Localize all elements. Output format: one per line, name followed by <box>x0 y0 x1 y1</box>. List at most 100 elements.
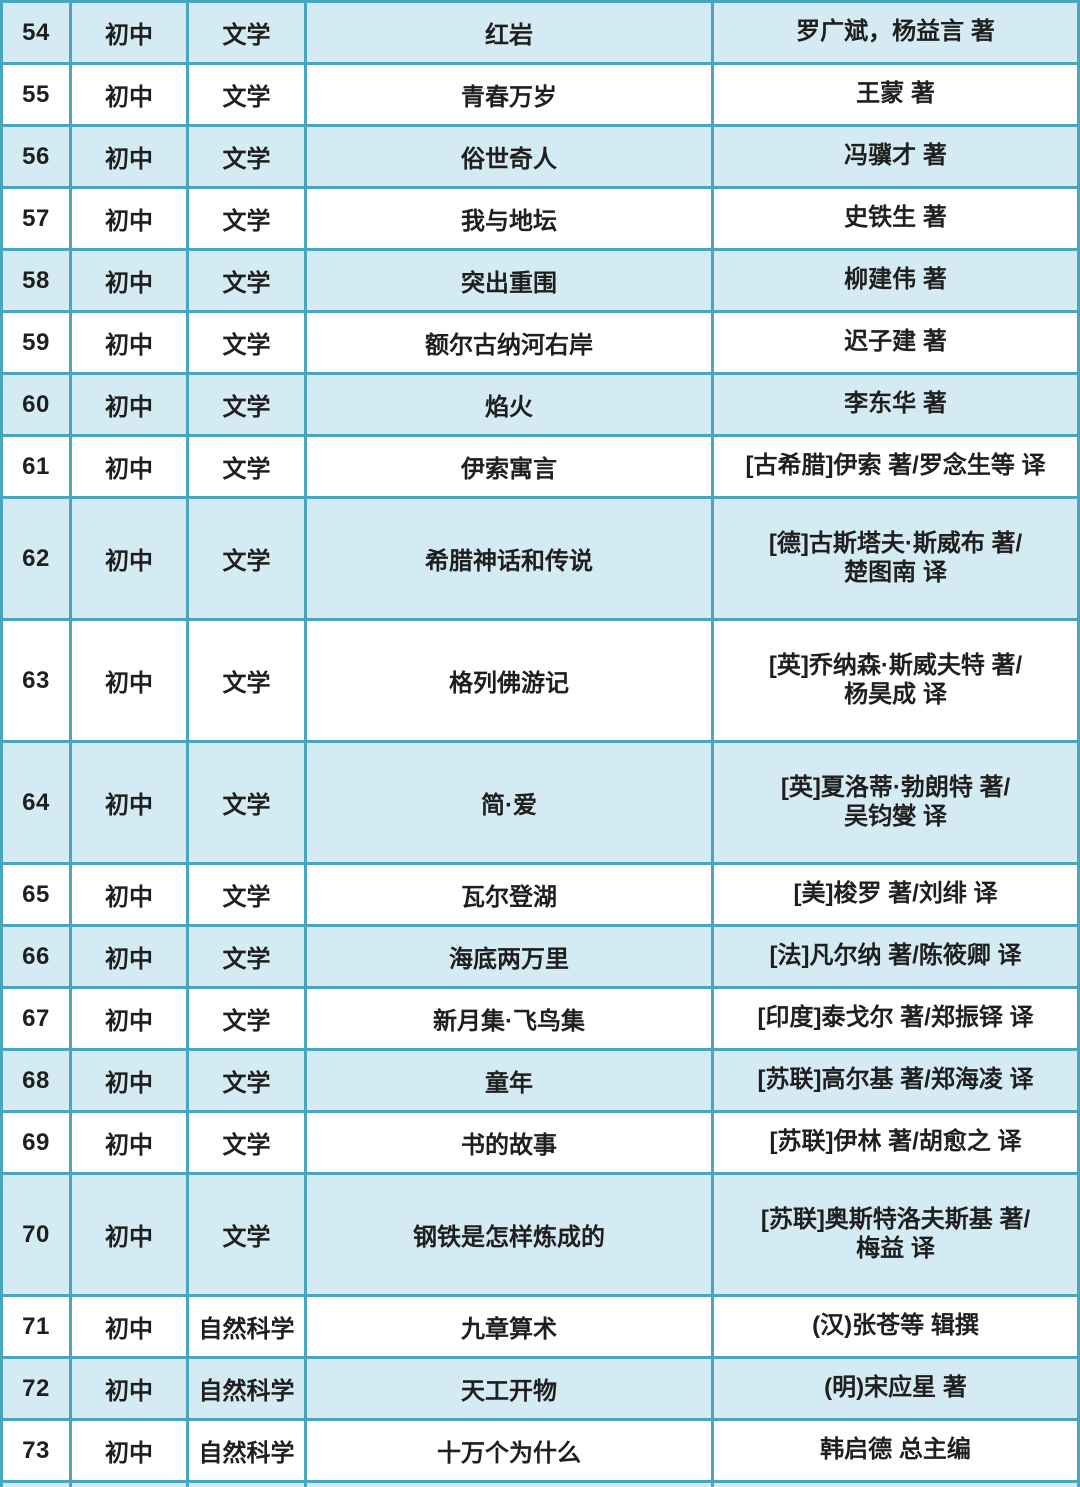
stage-cell: 初中 <box>69 1418 189 1483</box>
row-number-cell: 69 <box>0 1110 72 1175</box>
table-row: 62 初中 文学 希腊神话和传说 [德]古斯塔夫·斯威布 著/楚图南 译 <box>0 496 1080 621</box>
category-cell: 文学 <box>186 862 307 927</box>
table-row: 68 初中 文学 童年 [苏联]高尔基 著/郑海凌 译 <box>0 1048 1080 1113</box>
book-title-cell: 额尔古纳河右岸 <box>304 310 714 375</box>
row-number-cell: 59 <box>0 310 72 375</box>
category-cell: 自然科学 <box>186 1356 307 1421</box>
table-row: 72 初中 自然科学 天工开物 (明)宋应星 著 <box>0 1356 1080 1421</box>
author-line: [英]乔纳森·斯威夫特 著/ <box>768 651 1023 679</box>
table-row: 65 初中 文学 瓦尔登湖 [美]梭罗 著/刘绯 译 <box>0 862 1080 927</box>
table-row: 57 初中 文学 我与地坛 史铁生 著 <box>0 186 1080 251</box>
stage-cell: 初中 <box>69 124 189 189</box>
author-lines: [苏联]奥斯特洛夫斯基 著/梅益 译 <box>716 1205 1076 1264</box>
author-cell: [印度]泰戈尔 著/郑振铎 译 <box>711 986 1080 1051</box>
author-lines: [美]梭罗 著/刘绯 译 <box>716 867 1076 923</box>
table-row: 61 初中 文学 伊索寓言 [古希腊]伊索 著/罗念生等 译 <box>0 434 1080 499</box>
author-cell: [英]乔纳森·斯威夫特 著/杨昊成 译 <box>711 618 1080 743</box>
row-number-cell: 56 <box>0 124 72 189</box>
author-lines: 柳建伟 著 <box>716 253 1076 309</box>
row-number-cell: 60 <box>0 372 72 437</box>
author-cell: (汉)张苍等 辑撰 <box>711 1294 1080 1359</box>
table-row: 63 初中 文学 格列佛游记 [英]乔纳森·斯威夫特 著/杨昊成 译 <box>0 618 1080 743</box>
author-cell: [苏联]奥斯特洛夫斯基 著/梅益 译 <box>711 1172 1080 1297</box>
author-line: [苏联]高尔基 著/郑海凌 译 <box>757 1066 1034 1094</box>
partial-cell <box>186 1480 307 1487</box>
author-line: [印度]泰戈尔 著/郑振铎 译 <box>757 1004 1034 1032</box>
book-title-cell: 钢铁是怎样炼成的 <box>304 1172 714 1297</box>
stage-cell: 初中 <box>69 434 189 499</box>
author-lines: [印度]泰戈尔 著/郑振铎 译 <box>716 991 1076 1047</box>
table-row: 59 初中 文学 额尔古纳河右岸 迟子建 著 <box>0 310 1080 375</box>
table-row: 69 初中 文学 书的故事 [苏联]伊林 著/胡愈之 译 <box>0 1110 1080 1175</box>
book-title-cell: 突出重围 <box>304 248 714 313</box>
book-title-cell: 童年 <box>304 1048 714 1113</box>
stage-cell: 初中 <box>69 248 189 313</box>
author-lines: (汉)张苍等 辑撰 <box>716 1299 1076 1355</box>
category-cell: 自然科学 <box>186 1418 307 1483</box>
author-line: 罗广斌，杨益言 著 <box>796 18 995 46</box>
category-cell: 文学 <box>186 124 307 189</box>
author-lines: [法]凡尔纳 著/陈筱卿 译 <box>716 929 1076 985</box>
author-cell: [德]古斯塔夫·斯威布 著/楚图南 译 <box>711 496 1080 621</box>
stage-cell: 初中 <box>69 618 189 743</box>
row-number-cell: 65 <box>0 862 72 927</box>
author-line: 柳建伟 著 <box>844 266 947 294</box>
table-row: 66 初中 文学 海底两万里 [法]凡尔纳 著/陈筱卿 译 <box>0 924 1080 989</box>
author-line: [苏联]奥斯特洛夫斯基 著/ <box>760 1205 1031 1233</box>
book-title-cell: 希腊神话和传说 <box>304 496 714 621</box>
row-number-cell: 55 <box>0 62 72 127</box>
stage-cell: 初中 <box>69 1048 189 1113</box>
book-title-cell: 伊索寓言 <box>304 434 714 499</box>
author-lines: [古希腊]伊索 著/罗念生等 译 <box>716 439 1076 495</box>
author-lines: 迟子建 著 <box>716 315 1076 371</box>
author-line: 梅益 译 <box>856 1234 935 1262</box>
row-number-cell: 72 <box>0 1356 72 1421</box>
row-number-cell: 70 <box>0 1172 72 1297</box>
stage-cell: 初中 <box>69 986 189 1051</box>
stage-cell: 初中 <box>69 740 189 865</box>
category-cell: 文学 <box>186 1172 307 1297</box>
table-row: 64 初中 文学 简·爱 [英]夏洛蒂·勃朗特 著/吴钧燮 译 <box>0 740 1080 865</box>
partial-cell <box>711 1480 1080 1487</box>
row-number-cell: 68 <box>0 1048 72 1113</box>
stage-cell: 初中 <box>69 924 189 989</box>
partial-cell <box>0 1480 72 1487</box>
book-title-cell: 格列佛游记 <box>304 618 714 743</box>
row-number-cell: 71 <box>0 1294 72 1359</box>
table-row: 58 初中 文学 突出重围 柳建伟 著 <box>0 248 1080 313</box>
author-lines: [英]乔纳森·斯威夫特 著/杨昊成 译 <box>716 651 1076 710</box>
book-title-cell: 新月集·飞鸟集 <box>304 986 714 1051</box>
stage-cell: 初中 <box>69 372 189 437</box>
partial-cell <box>69 1480 189 1487</box>
author-lines: [苏联]伊林 著/胡愈之 译 <box>716 1115 1076 1171</box>
author-lines: 韩启德 总主编 <box>716 1423 1076 1479</box>
author-lines: 罗广斌，杨益言 著 <box>716 5 1076 61</box>
author-line: 韩启德 总主编 <box>820 1436 971 1464</box>
row-number-cell: 63 <box>0 618 72 743</box>
category-cell: 自然科学 <box>186 1294 307 1359</box>
row-number-cell: 57 <box>0 186 72 251</box>
category-cell: 文学 <box>186 0 307 65</box>
author-lines: [德]古斯塔夫·斯威布 著/楚图南 译 <box>716 529 1076 588</box>
category-cell: 文学 <box>186 186 307 251</box>
row-number-cell: 64 <box>0 740 72 865</box>
book-title-cell: 天工开物 <box>304 1356 714 1421</box>
category-cell: 文学 <box>186 924 307 989</box>
author-cell: 冯骥才 著 <box>711 124 1080 189</box>
stage-cell: 初中 <box>69 310 189 375</box>
row-number-cell: 61 <box>0 434 72 499</box>
author-cell: 迟子建 著 <box>711 310 1080 375</box>
author-cell: [英]夏洛蒂·勃朗特 著/吴钧燮 译 <box>711 740 1080 865</box>
author-line: 吴钧燮 译 <box>844 802 947 830</box>
book-title-cell: 简·爱 <box>304 740 714 865</box>
book-title-cell: 我与地坛 <box>304 186 714 251</box>
author-lines: 李东华 著 <box>716 377 1076 433</box>
author-lines: 王蒙 著 <box>716 67 1076 123</box>
author-line: [苏联]伊林 著/胡愈之 译 <box>769 1128 1022 1156</box>
category-cell: 文学 <box>186 986 307 1051</box>
author-line: [德]古斯塔夫·斯威布 著/ <box>768 529 1023 557</box>
book-title-cell: 书的故事 <box>304 1110 714 1175</box>
